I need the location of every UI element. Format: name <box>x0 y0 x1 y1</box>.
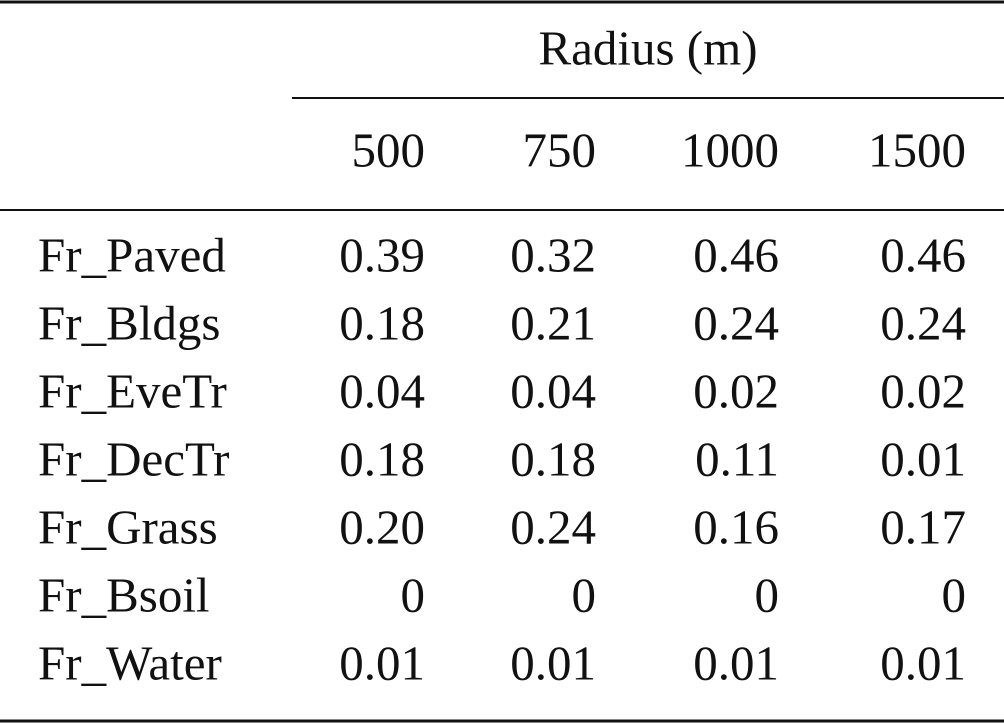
cell: 0.39 <box>339 227 425 282</box>
cell: 0.02 <box>880 363 966 418</box>
row-label: Fr_DecTr <box>38 431 229 486</box>
column-header: 1000 <box>681 122 779 177</box>
cell: 0.11 <box>695 431 779 486</box>
cell: 0 <box>401 567 426 622</box>
cell: 0 <box>572 567 597 622</box>
row-label: Fr_Grass <box>38 499 218 554</box>
row-label: Fr_EveTr <box>38 363 227 418</box>
cell: 0.18 <box>339 295 425 350</box>
cell: 0.18 <box>339 431 425 486</box>
cell: 0.01 <box>880 431 966 486</box>
cell: 0.46 <box>880 227 966 282</box>
cell: 0.24 <box>880 295 966 350</box>
cell: 0.46 <box>693 227 779 282</box>
cell: 0.20 <box>339 499 425 554</box>
column-header: 1500 <box>868 122 966 177</box>
cell: 0.02 <box>693 363 779 418</box>
cell: 0.01 <box>510 635 596 690</box>
cell: 0 <box>755 567 780 622</box>
cell: 0.24 <box>693 295 779 350</box>
cell: 0 <box>942 567 967 622</box>
column-header: 750 <box>523 122 597 177</box>
row-label: Fr_Bldgs <box>38 295 220 350</box>
cell: 0.01 <box>880 635 966 690</box>
cell: 0.16 <box>693 499 779 554</box>
cell: 0.24 <box>510 499 596 554</box>
cell: 0.01 <box>339 635 425 690</box>
cell: 0.04 <box>510 363 596 418</box>
cell: 0.04 <box>339 363 425 418</box>
cell: 0.17 <box>880 499 966 554</box>
row-label: Fr_Water <box>38 635 222 690</box>
cell: 0.18 <box>510 431 596 486</box>
cell: 0.21 <box>510 295 596 350</box>
row-label: Fr_Bsoil <box>38 567 210 622</box>
row-label: Fr_Paved <box>38 227 226 282</box>
spanner-header: Radius (m) <box>538 20 757 75</box>
cell: 0.32 <box>510 227 596 282</box>
column-header: 500 <box>352 122 426 177</box>
cell: 0.01 <box>693 635 779 690</box>
